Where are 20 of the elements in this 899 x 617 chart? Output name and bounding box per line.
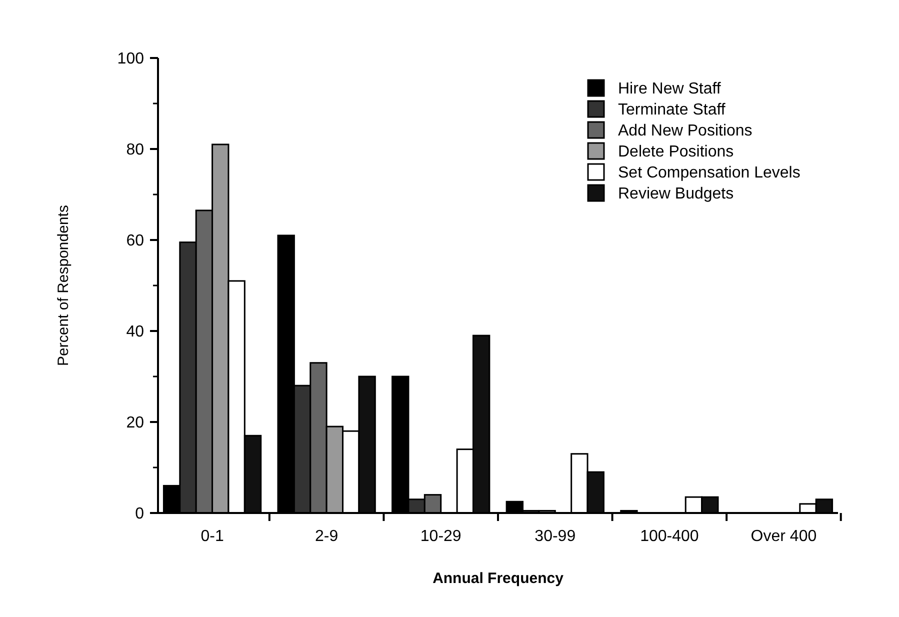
y-tick-label: 100	[117, 50, 144, 68]
legend-label: Delete Positions	[618, 144, 734, 161]
x-tick-label: 2-9	[315, 528, 338, 545]
x-tick-label: 30-99	[534, 528, 576, 545]
y-axis-title: Percent of Respondents	[55, 205, 72, 366]
y-tick-label: 80	[126, 142, 144, 159]
legend-label: Set Compensation Levels	[618, 164, 800, 182]
legend-label: Terminate Staff	[618, 102, 726, 119]
y-tick-label: 40	[126, 324, 144, 341]
y-tick-label: 0	[135, 506, 144, 523]
x-tick-label: 0-1	[200, 528, 224, 545]
y-tick-label: 60	[126, 232, 144, 250]
legend-label: Hire New Staff	[618, 80, 722, 98]
x-tick-label: 10-29	[420, 528, 462, 545]
x-tick-label: 100-400	[640, 528, 699, 545]
x-axis-title: Annual Frequency	[432, 570, 564, 587]
legend-label: Review Budgets	[618, 186, 734, 203]
y-tick-label: 20	[126, 414, 144, 432]
legend-label: Add New Positions	[618, 122, 752, 140]
x-tick-label: Over 400	[750, 528, 817, 545]
